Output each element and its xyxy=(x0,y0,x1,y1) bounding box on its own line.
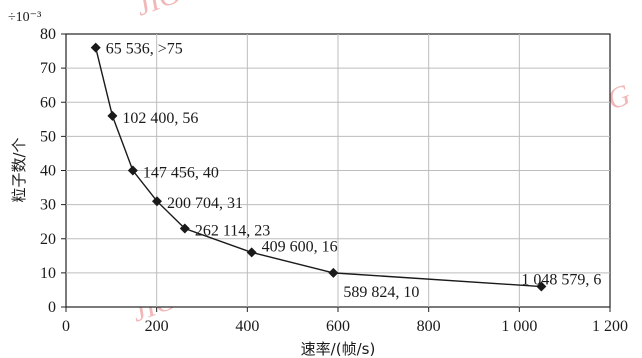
data-label: 1 048 579, 6 xyxy=(521,272,601,289)
series-line xyxy=(95,47,542,288)
y-tick-label: 60 xyxy=(40,94,56,111)
data-label: 65 536, >75 xyxy=(106,41,183,58)
data-point-marker xyxy=(246,247,257,258)
y-tick-label: 50 xyxy=(40,128,56,145)
watermark-text: JIG xyxy=(131,0,185,23)
x-axis-title: 速率/(帧/s) xyxy=(301,340,376,358)
y-tick-label: 10 xyxy=(40,265,56,282)
y-tick-label: 70 xyxy=(40,60,56,77)
x-tick-label: 0 xyxy=(62,318,70,335)
y-tick-label: 40 xyxy=(40,163,56,180)
x-scale-note: ÷10⁻³ xyxy=(8,10,41,25)
data-labels: 65 536, >75 102 400, 56 147 456, 40 200 704… xyxy=(106,41,602,301)
data-label: 409 600, 16 xyxy=(262,238,338,255)
data-point-marker xyxy=(151,196,162,207)
y-tick-label: 0 xyxy=(48,299,56,316)
x-tick-label: 1 200 xyxy=(592,318,628,335)
x-tick-label: 600 xyxy=(326,318,350,335)
data-label: 147 456, 40 xyxy=(143,165,219,182)
gridlines xyxy=(66,34,610,307)
data-label: 102 400, 56 xyxy=(122,110,198,127)
data-label: 200 704, 31 xyxy=(167,195,243,212)
y-axis-title: 粒子数/个 xyxy=(10,137,28,202)
x-tick-label: 200 xyxy=(145,318,169,335)
data-label: 262 114, 23 xyxy=(195,223,270,240)
y-tick-label: 80 xyxy=(40,26,56,43)
data-point-marker xyxy=(127,165,138,176)
data-point-marker xyxy=(107,110,118,121)
data-label: 589 824, 10 xyxy=(343,284,419,301)
x-tick-label: 800 xyxy=(417,318,441,335)
x-tick-label: 1 000 xyxy=(501,318,537,335)
data-point-marker xyxy=(90,42,101,53)
data-point-marker xyxy=(536,281,547,292)
x-tick-label: 400 xyxy=(235,318,259,335)
data-series xyxy=(90,42,547,292)
data-point-marker xyxy=(328,267,339,278)
data-point-marker xyxy=(179,223,190,234)
y-tick-label: 20 xyxy=(40,231,56,248)
y-tick-label: 30 xyxy=(40,197,56,214)
